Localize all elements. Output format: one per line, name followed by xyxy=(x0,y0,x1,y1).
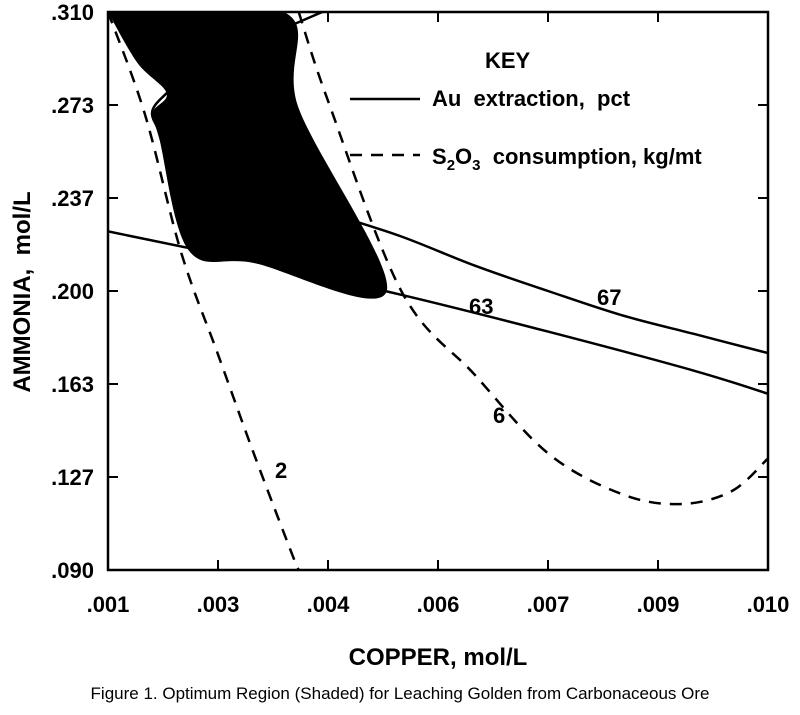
y-tick-label: .200 xyxy=(51,279,94,304)
y-tick-label: .310 xyxy=(51,0,94,25)
series-layer xyxy=(108,12,768,570)
x-tick-label: .004 xyxy=(307,592,351,617)
figure-caption: Figure 1. Optimum Region (Shaded) for Le… xyxy=(90,684,710,703)
y-tick-label: .163 xyxy=(51,372,94,397)
y-tick-label: .090 xyxy=(51,558,94,583)
series-line-67 xyxy=(150,12,768,355)
x-tick-label: .001 xyxy=(87,592,130,617)
y-tick-label: .237 xyxy=(51,186,94,211)
series-label-67: 67 xyxy=(597,285,621,310)
y-axis-title: AMMONIA, mol/L xyxy=(9,191,36,392)
legend-dashed-label: S2O3 consumption, kg/mt xyxy=(432,144,702,174)
x-axis-title: COPPER, mol/L xyxy=(349,644,528,671)
x-tick-label: .003 xyxy=(197,592,240,617)
legend: KEY Au extraction, pct S2O3 consumption,… xyxy=(350,48,702,174)
x-tick-label: .007 xyxy=(527,592,570,617)
series-label-6: 6 xyxy=(493,403,505,428)
series-label-2: 2 xyxy=(275,458,287,483)
series-label-63: 63 xyxy=(469,294,493,319)
y-tick-label: .127 xyxy=(51,465,94,490)
series-line-63 xyxy=(108,230,768,395)
y-tick-label: .273 xyxy=(51,93,94,118)
legend-solid-label: Au extraction, pct xyxy=(432,86,631,111)
series-line-2 xyxy=(108,12,300,570)
legend-title: KEY xyxy=(485,48,531,73)
tick-labels: .001 .003 .004 .006 .007 .009 .010 .310 .273 .237… xyxy=(51,0,789,617)
x-tick-label: .010 xyxy=(747,592,790,617)
series-line-6 xyxy=(297,12,768,506)
chart: .001 .003 .004 .006 .007 .009 .010 .310 .273 .237… xyxy=(9,0,789,671)
x-tick-label: .009 xyxy=(637,592,680,617)
x-tick-label: .006 xyxy=(417,592,460,617)
